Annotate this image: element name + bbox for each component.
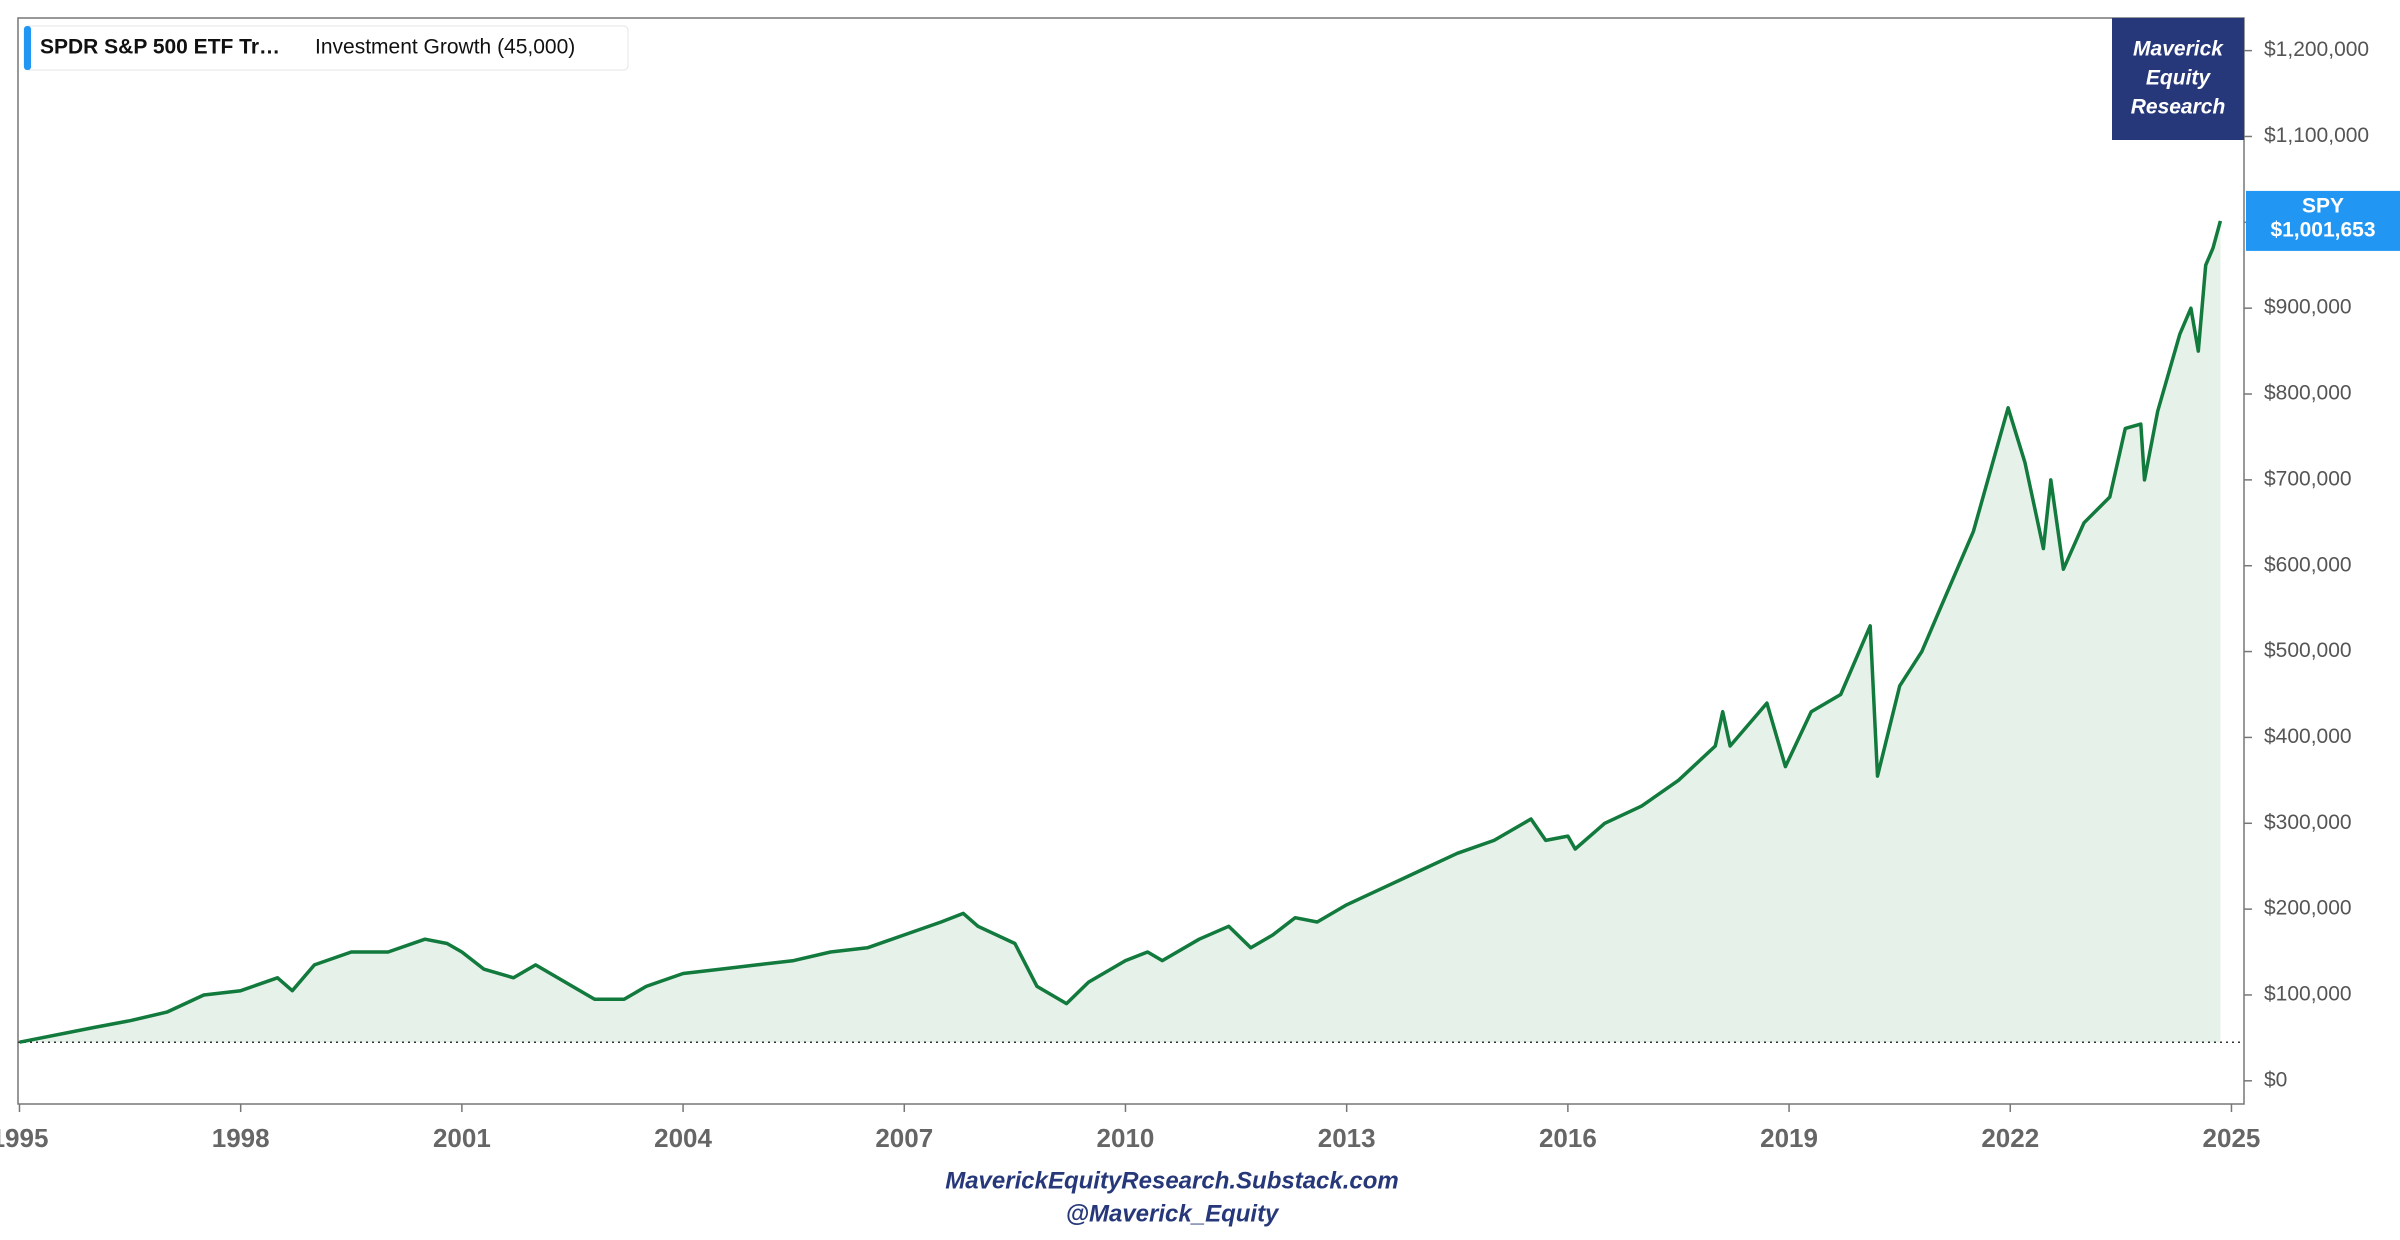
- watermark: Research: [2131, 96, 2226, 119]
- x-tick-label: 2022: [1981, 1123, 2039, 1153]
- y-tick-label: $1,200,000: [2264, 38, 2369, 61]
- watermark: Maverick: [2133, 38, 2224, 61]
- x-tick-label: 1995: [0, 1123, 48, 1153]
- badge-name: SPY: [2302, 194, 2344, 217]
- x-tick-label: 2007: [875, 1123, 933, 1153]
- x-tick-label: 2010: [1097, 1123, 1155, 1153]
- x-tick-label: 2013: [1318, 1123, 1376, 1153]
- watermark: Equity: [2146, 67, 2211, 90]
- watermark-box: [2112, 18, 2244, 140]
- plot-frame: [17, 17, 2245, 1105]
- y-tick-label: $1,100,000: [2264, 124, 2369, 147]
- area: [19, 220, 2221, 1043]
- price-badge: [2246, 190, 2400, 251]
- line: [19, 220, 2223, 1044]
- x-tick-label: 2016: [1539, 1123, 1597, 1153]
- y-tick-label: $300,000: [2264, 811, 2352, 834]
- legend-subtitle: Investment Growth (45,000): [315, 36, 575, 59]
- legend-swatch: [24, 26, 31, 70]
- y-tick-label: $600,000: [2264, 553, 2352, 576]
- y-tick-label: $700,000: [2264, 467, 2352, 490]
- x-tick-label: 2025: [2203, 1123, 2261, 1153]
- badge-value: $1,001,653: [2270, 218, 2375, 241]
- y-tick-label: $800,000: [2264, 382, 2352, 405]
- y-tick-label: $200,000: [2264, 897, 2352, 920]
- x-tick-label: 2019: [1760, 1123, 1818, 1153]
- y-tick-label: $0: [2264, 1068, 2287, 1091]
- y-tick-label: $500,000: [2264, 639, 2352, 662]
- y-tick-label: $400,000: [2264, 725, 2352, 748]
- x-tick-label: 2001: [433, 1123, 491, 1153]
- footer: MaverickEquityResearch.Substack.com: [945, 1167, 1399, 1194]
- footer: @Maverick_Equity: [1066, 1200, 1280, 1227]
- legend-title: SPDR S&P 500 ETF Tr…: [40, 36, 280, 59]
- y-tick-label: $100,000: [2264, 983, 2352, 1006]
- x-tick-label: 1998: [212, 1123, 270, 1153]
- x-tick-label: 2004: [654, 1123, 712, 1153]
- y-tick-label: $900,000: [2264, 296, 2352, 319]
